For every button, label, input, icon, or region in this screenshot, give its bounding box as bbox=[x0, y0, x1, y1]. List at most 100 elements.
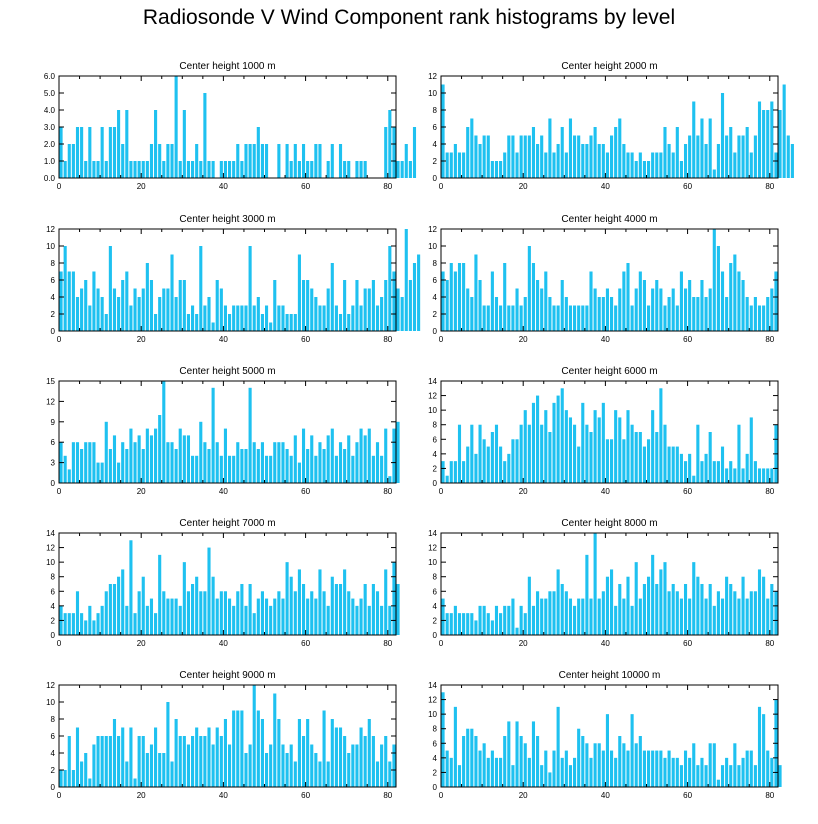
histogram-bar bbox=[240, 161, 243, 178]
histogram-bar bbox=[688, 599, 691, 635]
histogram-bar bbox=[166, 144, 169, 178]
histogram-bar bbox=[355, 606, 358, 635]
histogram-bar bbox=[109, 246, 112, 331]
histogram-bar bbox=[80, 449, 83, 483]
histogram-bar bbox=[405, 144, 408, 178]
histogram-bar bbox=[84, 280, 87, 331]
histogram-bar bbox=[544, 410, 547, 483]
histogram-bar bbox=[540, 136, 543, 179]
histogram-bar bbox=[360, 161, 363, 178]
histogram-bar bbox=[495, 297, 498, 331]
y-tick-label: 6 bbox=[433, 435, 438, 444]
histogram-bar bbox=[499, 613, 502, 635]
histogram-bar bbox=[306, 280, 309, 331]
histogram-bar bbox=[138, 736, 141, 787]
histogram-bar bbox=[680, 765, 683, 787]
histogram-bar bbox=[783, 85, 786, 179]
histogram-bar bbox=[261, 591, 264, 635]
histogram-bar bbox=[659, 751, 662, 787]
histogram-bar bbox=[524, 613, 527, 635]
histogram-bar bbox=[257, 599, 260, 635]
histogram-bar bbox=[360, 429, 363, 483]
histogram-bar bbox=[413, 263, 416, 331]
histogram-bar bbox=[696, 297, 699, 331]
histogram-bar bbox=[388, 476, 391, 483]
histogram-bar bbox=[150, 435, 153, 483]
histogram-bar bbox=[446, 280, 449, 331]
y-tick-label: 6.0 bbox=[44, 72, 56, 81]
histogram-bar bbox=[125, 272, 128, 332]
histogram-bar bbox=[347, 314, 350, 331]
histogram-bar bbox=[750, 306, 753, 332]
histogram-bar bbox=[754, 591, 757, 635]
histogram-bar bbox=[232, 456, 235, 483]
y-tick-label: 12 bbox=[46, 225, 55, 234]
histogram-bar bbox=[224, 719, 227, 787]
histogram-bar bbox=[462, 263, 465, 331]
histogram-bar bbox=[212, 161, 215, 178]
histogram-bar bbox=[557, 144, 560, 178]
histogram-bar bbox=[647, 577, 650, 635]
histogram-bar bbox=[343, 569, 346, 635]
histogram-bar bbox=[113, 719, 116, 787]
histogram-bar bbox=[737, 425, 740, 483]
histogram-bar bbox=[294, 144, 297, 178]
histogram-bar bbox=[150, 144, 153, 178]
histogram-bar bbox=[565, 751, 568, 787]
x-tick-label: 60 bbox=[683, 791, 692, 800]
histogram-bar bbox=[368, 289, 371, 332]
histogram-bar bbox=[668, 751, 671, 787]
histogram-bar bbox=[721, 765, 724, 787]
histogram-bar bbox=[220, 289, 223, 332]
histogram-bar bbox=[335, 728, 338, 788]
histogram-bar bbox=[372, 736, 375, 787]
histogram-bar bbox=[655, 584, 658, 635]
histogram-bar bbox=[618, 119, 621, 179]
histogram-bar bbox=[327, 762, 330, 788]
histogram-bar bbox=[224, 429, 227, 483]
panel-9: Center height 9000 m0 20 40 60 80024681012 bbox=[46, 670, 396, 800]
y-tick-label: 12 bbox=[428, 225, 437, 234]
histogram-bar bbox=[150, 599, 153, 635]
histogram-bar bbox=[281, 599, 284, 635]
histogram-bar bbox=[544, 599, 547, 635]
histogram-bar bbox=[651, 751, 654, 787]
panel-title: Center height 6000 m bbox=[561, 366, 657, 377]
histogram-bar bbox=[236, 306, 239, 332]
histogram-bar bbox=[668, 591, 671, 635]
histogram-bar bbox=[228, 456, 231, 483]
x-tick-label: 40 bbox=[219, 791, 228, 800]
histogram-bar bbox=[676, 127, 679, 178]
x-tick-label: 60 bbox=[301, 791, 310, 800]
histogram-bar bbox=[265, 306, 268, 332]
histogram-bar bbox=[146, 753, 149, 787]
y-tick-label: 6 bbox=[433, 276, 438, 285]
histogram-bar bbox=[779, 110, 782, 178]
y-tick-label: 2 bbox=[51, 766, 56, 775]
histogram-bar bbox=[203, 93, 206, 178]
histogram-bar bbox=[187, 435, 190, 483]
histogram-bar bbox=[676, 591, 679, 635]
histogram-bar bbox=[364, 161, 367, 178]
histogram-bar bbox=[577, 599, 580, 635]
histogram-bar bbox=[236, 144, 239, 178]
histogram-bar bbox=[261, 719, 264, 787]
histogram-bar bbox=[183, 280, 186, 331]
x-tick-label: 0 bbox=[439, 335, 444, 344]
histogram-bar bbox=[401, 161, 404, 178]
histogram-bar bbox=[725, 577, 728, 635]
histogram-bar bbox=[409, 161, 412, 178]
histogram-bar bbox=[478, 751, 481, 787]
histogram-bar bbox=[606, 577, 609, 635]
histogram-bar bbox=[762, 468, 765, 483]
histogram-bar bbox=[581, 144, 584, 178]
histogram-bar bbox=[680, 161, 683, 178]
histogram-bar bbox=[450, 613, 453, 635]
histogram-bar bbox=[170, 762, 173, 788]
histogram-bar bbox=[503, 736, 506, 787]
x-tick-label: 60 bbox=[683, 182, 692, 191]
panel-title: Center height 9000 m bbox=[179, 670, 275, 681]
y-tick-label: 10 bbox=[428, 558, 437, 567]
x-tick-label: 0 bbox=[57, 182, 62, 191]
histogram-bar bbox=[244, 606, 247, 635]
